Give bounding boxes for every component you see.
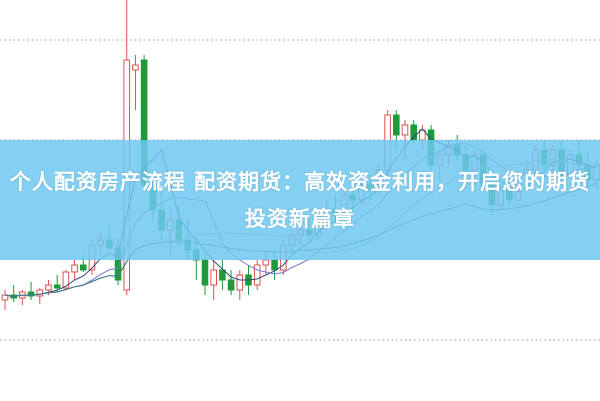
candle-down — [271, 259, 278, 271]
candle-up — [45, 284, 52, 291]
candle-up — [36, 289, 44, 297]
candle-down — [201, 259, 209, 286]
candle-down — [79, 264, 87, 271]
candle-down — [227, 279, 235, 291]
candle-down — [27, 291, 35, 297]
candle-up — [401, 124, 409, 136]
candle-up — [253, 264, 261, 286]
candle-down — [393, 114, 400, 136]
candle-up — [132, 64, 139, 71]
candle-down — [219, 269, 226, 281]
title-banner — [0, 140, 600, 260]
candle-up — [71, 264, 78, 273]
candle-up — [210, 269, 217, 286]
overlay-title: 个人配资房产流程 配资期货：高效资金利用，开启您的期货投资新篇章 — [9, 170, 591, 231]
candle-up — [62, 271, 70, 289]
candle-up — [236, 274, 244, 291]
candle-down — [53, 284, 61, 289]
candle-up — [262, 259, 270, 266]
